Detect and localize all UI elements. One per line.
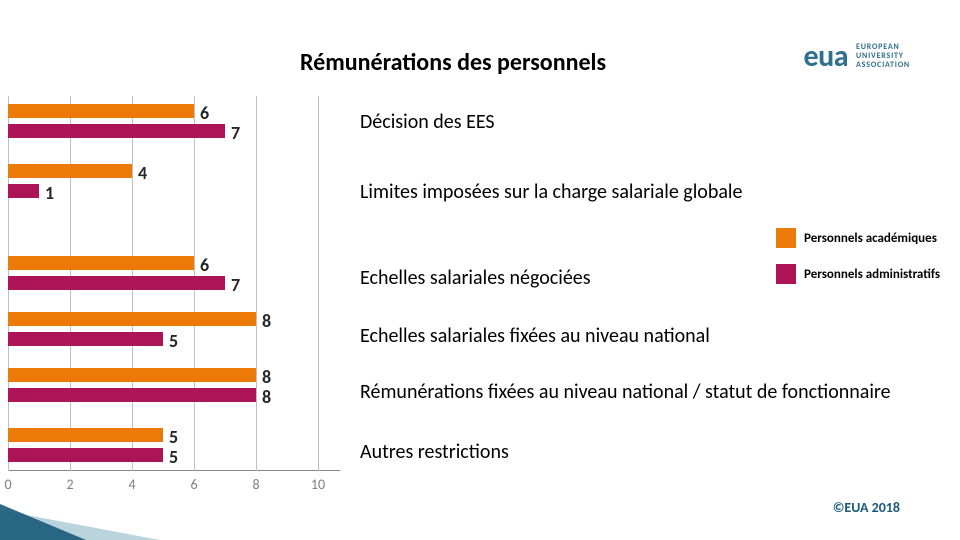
bar-value-label: 8: [262, 386, 271, 408]
bar: [8, 124, 225, 138]
bar: [8, 104, 194, 118]
legend-label: Personnels académiques: [804, 231, 937, 246]
bar-value-label: 4: [138, 162, 147, 184]
category-label: Echelles salariales fixées au niveau nat…: [360, 324, 710, 348]
bar-value-label: 6: [200, 102, 209, 124]
x-tick-label: 8: [252, 476, 259, 493]
bar-group: 41: [8, 164, 328, 210]
bar: [8, 428, 163, 442]
x-tick-label: 2: [66, 476, 73, 493]
bar: [8, 388, 256, 402]
copyright: ©EUA 2018: [833, 499, 900, 516]
bar-group: 88: [8, 368, 328, 414]
page-title: Rémunérations des personnels: [300, 48, 606, 77]
x-tick-label: 4: [128, 476, 135, 493]
bar-chart: 0246810674167858855: [0, 96, 340, 506]
legend-item: Personnels administratifs: [776, 264, 940, 284]
bar: [8, 276, 225, 290]
bar: [8, 256, 194, 270]
x-tick-label: 0: [4, 476, 11, 493]
bar-group: 85: [8, 312, 328, 358]
eua-logo: eua EUROPEAN UNIVERSITY ASSOCIATION: [804, 38, 911, 75]
category-label: Rémunérations fixées au niveau national …: [360, 380, 891, 404]
bar: [8, 312, 256, 326]
slide-root: Rémunérations des personnels eua EUROPEA…: [0, 0, 960, 540]
x-tick-label: 10: [311, 476, 325, 493]
logo-tagline: EUROPEAN UNIVERSITY ASSOCIATION: [856, 43, 910, 69]
legend-label: Personnels administratifs: [804, 267, 940, 282]
decorative-corner-icon: [0, 504, 86, 540]
bar-value-label: 7: [231, 274, 240, 296]
bar-value-label: 6: [200, 254, 209, 276]
legend-item: Personnels académiques: [776, 228, 940, 248]
legend-swatch-icon: [776, 228, 796, 248]
legend: Personnels académiques Personnels admini…: [776, 228, 940, 300]
plot-area: 0246810674167858855: [0, 96, 340, 481]
category-label: Echelles salariales négociées: [360, 266, 591, 290]
category-label: Limites imposées sur la charge salariale…: [360, 180, 742, 204]
bar-group: 67: [8, 104, 328, 150]
bar-value-label: 8: [262, 310, 271, 332]
bar-value-label: 8: [262, 366, 271, 388]
bar-value-label: 1: [45, 182, 54, 204]
logo-text: eua: [804, 38, 849, 75]
bar: [8, 332, 163, 346]
category-label: Décision des EES: [360, 110, 495, 134]
category-label: Autres restrictions: [360, 440, 509, 464]
legend-swatch-icon: [776, 264, 796, 284]
bar-value-label: 7: [231, 122, 240, 144]
bar-group: 55: [8, 428, 328, 474]
bar: [8, 448, 163, 462]
bar-value-label: 5: [169, 330, 178, 352]
bar: [8, 368, 256, 382]
x-tick-label: 6: [190, 476, 197, 493]
bar: [8, 164, 132, 178]
bar-value-label: 5: [169, 426, 178, 448]
bar: [8, 184, 39, 198]
bar-value-label: 5: [169, 446, 178, 468]
bar-group: 67: [8, 256, 328, 302]
